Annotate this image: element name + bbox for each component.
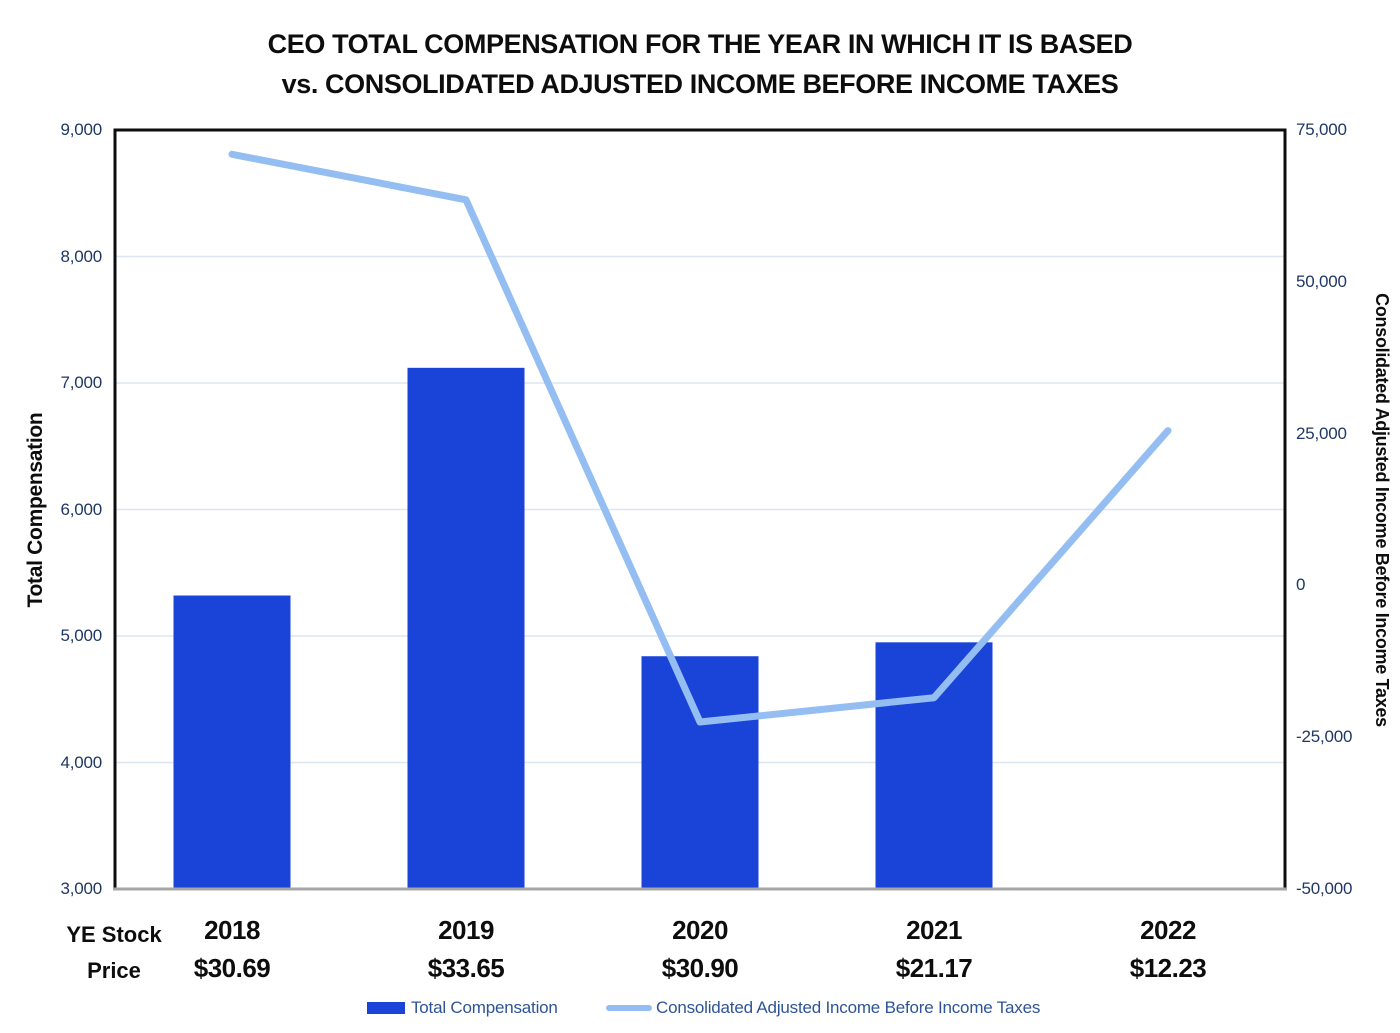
chart-title-line1: CEO TOTAL COMPENSATION FOR THE YEAR IN W… [267,29,1133,59]
legend-item-total-compensation: Total Compensation [367,997,558,1019]
bar-2018 [173,595,291,889]
year-label-2018: 2018 [204,915,260,945]
right-axis-tick: -25,000 [1296,727,1353,747]
left-axis-tick: 5,000 [60,626,102,645]
right-axis-tick: -50,000 [1296,879,1353,898]
line-series-swatch-icon [606,1005,652,1011]
left-axis-tick: 9,000 [60,120,102,139]
legend-label-consolidated-income: Consolidated Adjusted Income Before Inco… [656,998,1041,1017]
stock-price-label-2022: $12.23 [1129,953,1207,983]
right-axis-tick: 0 [1296,575,1306,595]
left-axis-tick: 6,000 [60,499,102,519]
legend-label-total-compensation: Total Compensation [411,998,558,1017]
stock-price-label-2018: $30.69 [193,953,271,983]
x-axis-row-label-line1: YE Stock [66,922,162,947]
year-label-2022: 2022 [1140,915,1196,945]
year-label-2019: 2019 [438,915,494,945]
right-axis-tick: 75,000 [1296,120,1347,139]
year-label-2021: 2021 [906,915,962,945]
legend-item-consolidated-income: Consolidated Adjusted Income Before Inco… [606,997,1040,1019]
year-label-2020: 2020 [672,915,728,945]
stock-price-label-2020: $30.90 [661,953,739,983]
left-axis-tick: 4,000 [60,752,102,772]
left-axis-tick: 7,000 [60,373,102,392]
left-axis-tick: 8,000 [60,246,102,266]
bar-2020 [641,656,759,889]
plot-border [113,128,1287,889]
chart-title-line2: vs. CONSOLIDATED ADJUSTED INCOME BEFORE … [281,69,1119,99]
chart-title: CEO TOTAL COMPENSATION FOR THE YEAR IN W… [0,24,1400,104]
bar-2019 [407,367,525,889]
x-axis-row-label: YE Stock Price [30,917,198,989]
bar-series-swatch-icon [367,1002,405,1014]
right-axis-tick: 50,000 [1296,271,1347,291]
left-axis-tick: 3,000 [60,879,102,898]
x-axis-row-label-line2: Price [87,958,141,983]
stock-price-label-2019: $33.65 [427,953,505,983]
stock-price-label-2021: $21.17 [895,953,973,983]
bar-2021 [875,642,993,889]
right-axis-tick: 25,000 [1296,423,1347,443]
income-line [228,150,1172,726]
